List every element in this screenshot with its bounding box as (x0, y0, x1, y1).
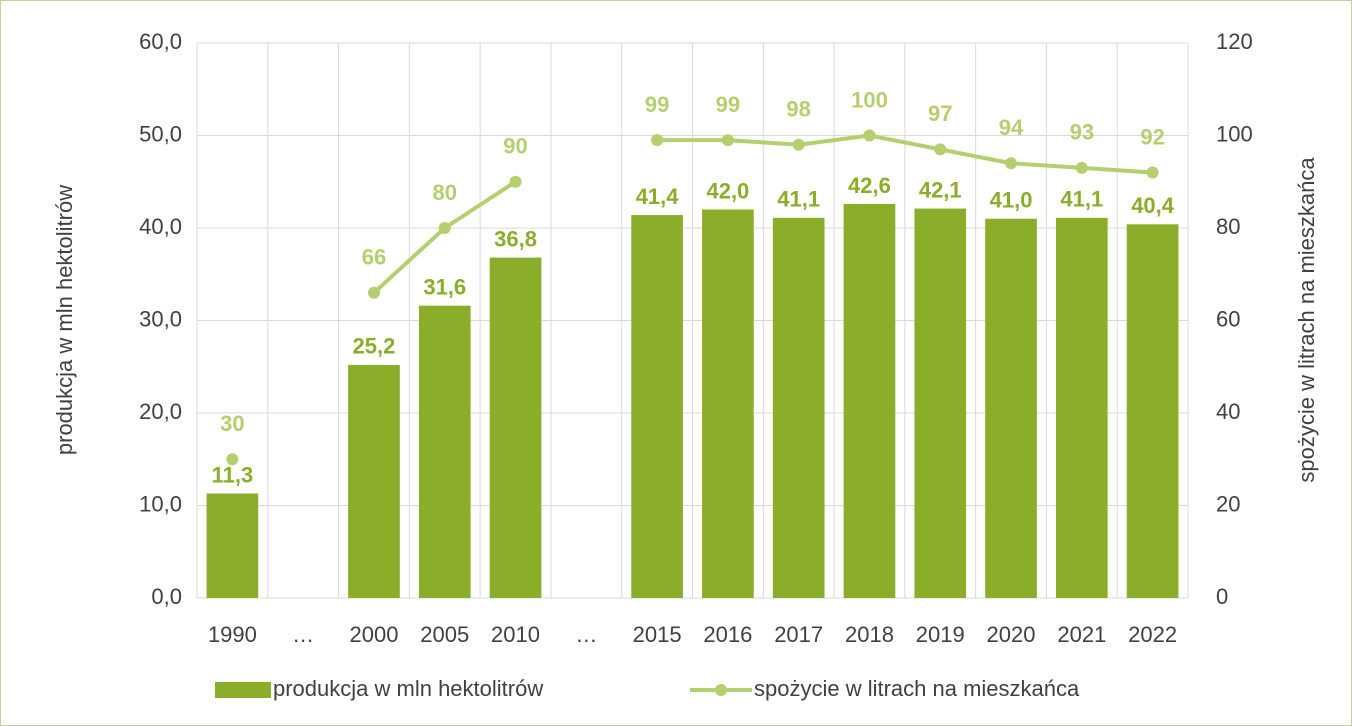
bar (418, 305, 471, 598)
line-value-label: 99 (645, 92, 669, 117)
y-tick-label: 50,0 (139, 121, 182, 146)
y2-tick-label: 100 (1216, 121, 1253, 146)
y-axis-title: produkcja w mln hektolitrów (52, 185, 77, 455)
line-value-label: 93 (1070, 120, 1094, 145)
line-value-label: 30 (220, 411, 244, 436)
bar (985, 218, 1037, 598)
bar-value-label: 41,1 (1060, 187, 1103, 212)
bar-value-label: 11,3 (212, 462, 254, 487)
line-value-label: 99 (716, 92, 740, 117)
y2-axis-title: spożycie w litrach na mieszkańca (1294, 157, 1319, 483)
line-marker (509, 175, 522, 188)
bar (348, 364, 400, 598)
bar (702, 209, 754, 598)
bar (914, 208, 967, 598)
y-tick-label: 30,0 (139, 306, 182, 331)
x-tick-label: 2010 (491, 622, 540, 647)
legend-label: spożycie w litrach na mieszkańca (754, 676, 1080, 701)
x-tick-label: 2015 (633, 622, 682, 647)
bar-value-label: 41,1 (777, 187, 820, 212)
line-value-label: 90 (503, 134, 527, 159)
bar-value-label: 42,6 (848, 173, 891, 198)
line-value-label: 94 (999, 115, 1024, 140)
legend-marker (715, 684, 727, 696)
line-marker (367, 286, 380, 299)
legend-label: produkcja w mln hektolitrów (273, 676, 543, 701)
y2-tick-label: 120 (1216, 29, 1253, 54)
x-tick-label: 2021 (1057, 622, 1106, 647)
bar (772, 217, 825, 598)
y-tick-label: 60,0 (139, 29, 182, 54)
x-tick-label: 2005 (420, 622, 469, 647)
bar-value-label: 40,4 (1131, 193, 1175, 218)
bar (489, 257, 542, 598)
x-tick-label: 2017 (774, 622, 823, 647)
bar (1055, 217, 1108, 598)
line-marker (651, 134, 664, 147)
y2-tick-label: 20 (1216, 491, 1240, 516)
line-marker (1146, 166, 1159, 179)
x-tick-label: … (292, 622, 314, 647)
bar-value-label: 36,8 (494, 226, 537, 251)
x-tick-label: 1990 (208, 622, 257, 647)
x-tick-label: 2000 (349, 622, 398, 647)
x-tick-label: 2022 (1128, 622, 1177, 647)
x-tick-label: 2019 (916, 622, 965, 647)
line-marker (934, 143, 947, 156)
line-value-label: 80 (433, 180, 457, 205)
line-value-label: 98 (786, 97, 810, 122)
line-value-label: 66 (362, 245, 386, 270)
line-value-label: 92 (1140, 124, 1164, 149)
bar-value-label: 41,4 (636, 184, 680, 209)
bar-value-label: 42,0 (706, 178, 749, 203)
line-marker (1005, 157, 1018, 170)
bar-value-label: 42,1 (919, 177, 962, 202)
x-tick-label: 2018 (845, 622, 894, 647)
bar-value-label: 41,0 (990, 188, 1033, 213)
bar-value-label: 25,2 (353, 334, 396, 359)
line-marker (863, 129, 876, 142)
line-value-label: 97 (928, 101, 952, 126)
y2-tick-label: 80 (1216, 214, 1240, 239)
x-tick-label: 2016 (703, 622, 752, 647)
y2-tick-label: 60 (1216, 306, 1240, 331)
line-marker (226, 453, 239, 466)
bar (1126, 224, 1179, 599)
y-tick-label: 10,0 (139, 491, 182, 516)
y2-tick-label: 0 (1216, 584, 1228, 609)
bar (206, 493, 259, 598)
line-marker (792, 138, 805, 151)
y2-tick-label: 40 (1216, 399, 1240, 424)
legend-swatch (215, 682, 271, 698)
line-marker (438, 222, 451, 234)
bar (631, 215, 683, 599)
y-tick-label: 20,0 (139, 399, 182, 424)
line-value-label: 100 (851, 87, 888, 112)
y-tick-label: 40,0 (139, 214, 182, 239)
line-marker (721, 134, 734, 147)
x-tick-label: 2020 (987, 622, 1036, 647)
bar (843, 203, 896, 598)
y-tick-label: 0,0 (151, 584, 182, 609)
x-tick-label: … (575, 622, 597, 647)
line-marker (1075, 161, 1088, 174)
bar-value-label: 31,6 (423, 275, 466, 300)
